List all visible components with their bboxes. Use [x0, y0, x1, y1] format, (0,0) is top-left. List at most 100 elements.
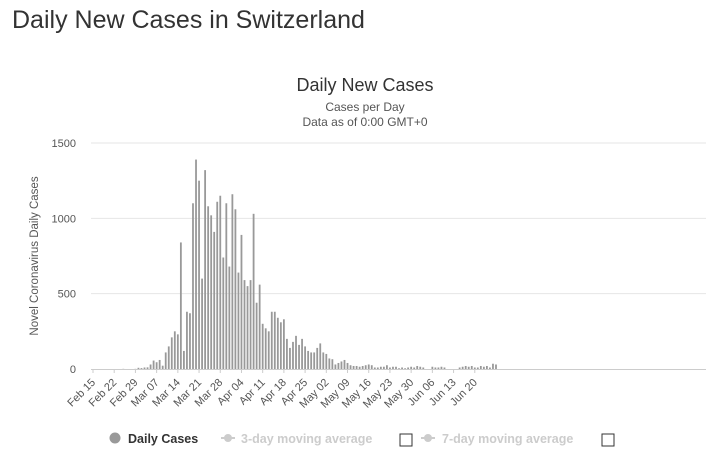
bar — [461, 366, 464, 369]
bar — [258, 284, 261, 369]
bar — [482, 366, 485, 369]
bar — [392, 366, 394, 369]
legend-label-3day: 3-day moving average — [241, 432, 372, 446]
legend-item-7day[interactable]: 7-day moving average — [421, 432, 573, 446]
bar — [331, 359, 334, 369]
bar — [282, 319, 285, 369]
bar — [470, 365, 473, 369]
bar — [289, 347, 291, 369]
bar — [240, 234, 243, 369]
bar — [458, 367, 461, 369]
bar — [286, 338, 288, 369]
bar — [440, 366, 443, 369]
bar — [367, 364, 370, 369]
y-axis-label: Novel Coronavirus Daily Cases — [29, 176, 41, 335]
bar — [489, 367, 491, 369]
bar — [179, 242, 182, 369]
bar — [295, 335, 297, 369]
checkbox-3day[interactable] — [399, 433, 413, 447]
chart-title: Daily New Cases — [296, 75, 433, 95]
legend-label-7day: 7-day moving average — [442, 432, 573, 446]
y-tick-label: 1500 — [52, 138, 76, 150]
bar — [313, 352, 316, 369]
bar — [464, 365, 467, 369]
checkbox-7day[interactable] — [601, 433, 615, 447]
bar — [222, 257, 225, 369]
bar — [467, 366, 470, 369]
bar — [476, 367, 479, 369]
bar — [316, 347, 319, 369]
bar — [192, 203, 194, 369]
bar — [486, 365, 488, 369]
bar — [219, 195, 222, 369]
bar — [137, 367, 140, 369]
y-tick-label: 500 — [58, 289, 76, 301]
bar — [261, 323, 264, 369]
bar — [479, 365, 482, 369]
bar — [243, 280, 246, 369]
bar — [422, 367, 425, 369]
legend-marker-daily-cases — [109, 432, 121, 444]
bar — [237, 272, 240, 369]
legend-marker-7day — [424, 434, 432, 442]
bar — [255, 302, 258, 369]
bar — [195, 159, 197, 369]
bar — [373, 367, 376, 369]
bar — [164, 352, 167, 369]
bar — [298, 344, 300, 369]
bar — [167, 346, 170, 369]
bar — [473, 367, 476, 369]
bar — [216, 201, 219, 369]
bar — [176, 334, 179, 369]
legend-item-daily-cases[interactable]: Daily Cases — [109, 432, 199, 446]
y-tick-label: 0 — [70, 364, 76, 376]
bars — [122, 159, 497, 369]
bar — [304, 346, 306, 369]
bar — [204, 170, 207, 369]
bar — [207, 206, 210, 369]
bar — [495, 364, 497, 369]
bar — [340, 361, 343, 369]
bar — [161, 365, 164, 369]
bar — [301, 338, 303, 369]
bar — [379, 366, 382, 369]
bar — [398, 368, 400, 369]
bar — [186, 311, 188, 369]
bar — [225, 203, 228, 369]
bar — [370, 365, 373, 369]
bar — [389, 367, 391, 369]
bar — [376, 367, 379, 369]
bar — [146, 367, 149, 369]
bar — [346, 362, 349, 369]
chart-subtitle-2: Data as of 0:00 GMT+0 — [302, 115, 427, 129]
legend: Daily Cases 3-day moving average 7-day m… — [109, 432, 615, 447]
bar — [234, 209, 237, 369]
bar — [201, 278, 203, 369]
page-title: Daily New Cases in Switzerland — [12, 6, 365, 34]
bar — [328, 358, 331, 369]
bar — [228, 266, 231, 369]
bar — [404, 368, 406, 369]
bar — [443, 367, 446, 369]
bar — [322, 352, 325, 369]
bar — [231, 194, 234, 369]
bar — [267, 331, 270, 369]
bar — [270, 311, 273, 369]
bar — [407, 367, 410, 369]
bar — [386, 365, 388, 369]
bar — [416, 365, 419, 369]
bar — [343, 359, 346, 369]
bar — [310, 352, 313, 369]
bar — [198, 180, 200, 369]
bar — [337, 362, 340, 369]
bar — [155, 362, 158, 369]
bar — [413, 367, 416, 369]
bar — [276, 317, 279, 369]
bar — [149, 364, 152, 369]
legend-label-daily-cases: Daily Cases — [128, 432, 198, 446]
y-tick-labels: 0 500 1000 1500 — [52, 138, 76, 376]
legend-item-3day[interactable]: 3-day moving average — [221, 432, 372, 446]
bar — [158, 359, 161, 369]
bar — [349, 365, 352, 369]
